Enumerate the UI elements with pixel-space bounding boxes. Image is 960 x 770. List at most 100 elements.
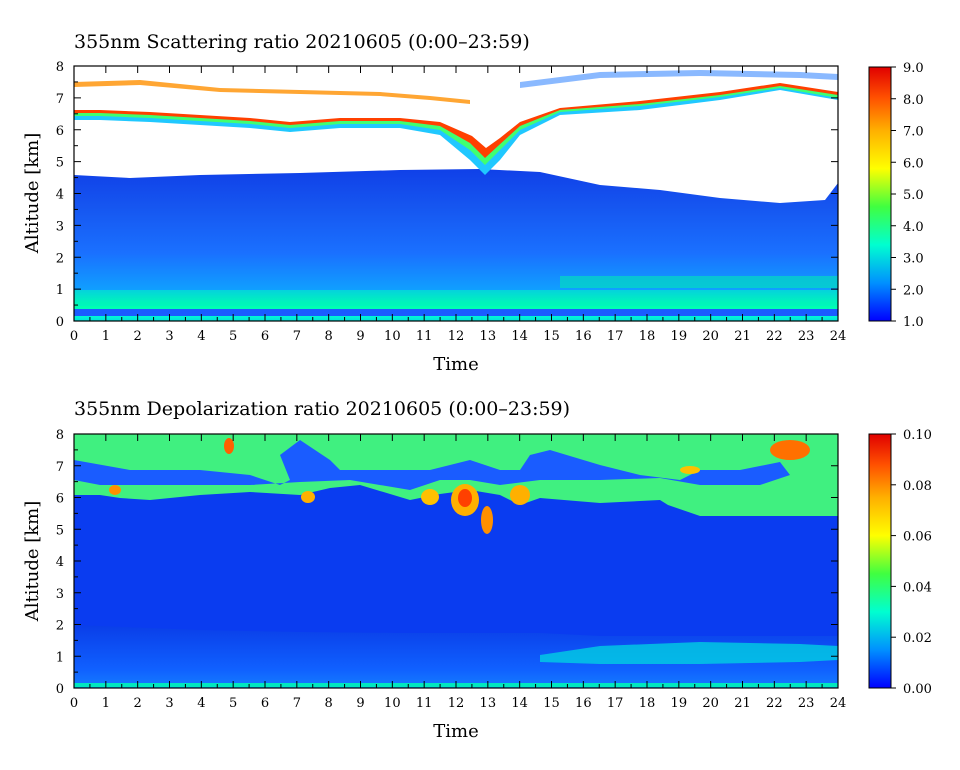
aerosol-depol-band: [540, 642, 838, 664]
x-tick-label: 12: [448, 329, 465, 344]
panel2-axes: 0 1 2 3 4 5 6 7 8 9 10 11 12 13 14 15 16 17 18 19 20 21 22 23 24…: [56, 428, 847, 711]
x-tick-label: 11: [416, 329, 433, 344]
x-tick-label: 3: [165, 329, 173, 344]
x-tick-label: 6: [261, 329, 269, 344]
x-tick-label: 22: [766, 329, 783, 344]
y-tick-label: 3: [56, 219, 64, 234]
x-tick-label: 22: [766, 696, 783, 711]
x-tick-label: 24: [830, 696, 847, 711]
panel1-xlabel: Time: [433, 354, 478, 375]
panel1-colorbar: [868, 66, 892, 322]
x-tick-label: 16: [575, 329, 592, 344]
x-tick-label: 13: [480, 696, 497, 711]
y-tick-label: 8: [56, 428, 64, 443]
depol-hotspot-9: [680, 466, 700, 474]
x-tick-label: 10: [384, 329, 401, 344]
x-tick-label: 21: [734, 329, 751, 344]
colorbar-label: 3.0: [903, 252, 924, 267]
x-tick-label: 20: [702, 329, 719, 344]
cloud-gap-region: [520, 70, 838, 88]
y-tick-label: 1: [56, 650, 64, 665]
y-tick-label: 6: [56, 492, 64, 507]
y-tick-label: 5: [56, 156, 64, 171]
x-tick-label: 4: [197, 329, 205, 344]
x-tick-label: 14: [511, 329, 528, 344]
x-tick-label: 7: [293, 329, 301, 344]
colorbar-label: 4.0: [903, 220, 924, 235]
x-tick-label: 2: [134, 696, 142, 711]
x-tick-label: 5: [229, 696, 237, 711]
depol-hotspot-8: [770, 440, 810, 460]
depol-hotspot-5: [301, 491, 315, 503]
x-tick-label: 6: [261, 696, 269, 711]
depol-hotspot-core-1: [458, 489, 472, 507]
depol-hotspot-6: [109, 485, 121, 495]
colorbar-label: 0.08: [903, 479, 932, 494]
x-tick-label: 23: [798, 696, 815, 711]
panel2-xlabel: Time: [433, 721, 478, 742]
panel2-colorbar-labels: 0.00 0.02 0.04 0.06 0.08 0.10: [891, 428, 932, 697]
x-tick-label: 14: [511, 696, 528, 711]
panel1-colorbar-labels: 1.0 2.0 3.0 4.0 5.0 6.0 7.0 8.0 9.0: [891, 61, 924, 330]
x-tick-label: 23: [798, 329, 815, 344]
x-tick-label: 16: [575, 696, 592, 711]
x-tick-label: 19: [671, 329, 688, 344]
y-tick-label: 3: [56, 587, 64, 602]
x-tick-label: 24: [830, 329, 847, 344]
y-tick-label: 2: [56, 619, 64, 634]
colorbar-label: 5.0: [903, 188, 924, 203]
surface-layer: [74, 309, 838, 316]
y-tick-label: 7: [56, 460, 64, 475]
x-tick-label: 17: [607, 696, 624, 711]
x-tick-label: 4: [197, 696, 205, 711]
colorbar-label: 0.04: [903, 580, 932, 595]
x-tick-label: 15: [543, 329, 560, 344]
x-tick-label: 2: [134, 329, 142, 344]
aerosol-layer-low: [74, 290, 838, 306]
x-tick-label: 18: [639, 329, 656, 344]
y-tick-label: 4: [56, 188, 64, 203]
x-tick-label: 0: [70, 696, 78, 711]
x-tick-label: 0: [70, 329, 78, 344]
y-tick-label: 1: [56, 283, 64, 298]
colorbar-label: 0.02: [903, 631, 932, 646]
colorbar-label: 1.0: [903, 315, 924, 330]
y-tick-label: 0: [56, 315, 64, 330]
depol-hotspot-2: [510, 485, 530, 505]
x-tick-label: 11: [416, 696, 433, 711]
x-tick-label: 17: [607, 329, 624, 344]
x-tick-label: 5: [229, 329, 237, 344]
x-tick-label: 8: [325, 329, 333, 344]
x-tick-label: 1: [102, 329, 110, 344]
panel1-title: 355nm Scattering ratio 20210605 (0:00–23…: [74, 31, 530, 53]
x-tick-label: 7: [293, 696, 301, 711]
colorbar-label: 6.0: [903, 156, 924, 171]
scattering-heatmap: [74, 66, 838, 321]
y-tick-label: 5: [56, 523, 64, 538]
y-tick-label: 4: [56, 555, 64, 570]
panel1-ylabel: Altitude [km]: [22, 133, 43, 255]
x-tick-label: 19: [671, 696, 688, 711]
x-tick-label: 1: [102, 696, 110, 711]
colorbar-label: 7.0: [903, 125, 924, 140]
panel2-title: 355nm Depolarization ratio 20210605 (0:0…: [74, 398, 570, 420]
depolarization-heatmap: [74, 434, 838, 688]
depol-hotspot-4: [481, 506, 493, 534]
cloud-blue-pockets: [74, 440, 790, 490]
x-tick-label: 20: [702, 696, 719, 711]
x-tick-label: 18: [639, 696, 656, 711]
x-tick-label: 9: [356, 329, 364, 344]
y-tick-label: 7: [56, 92, 64, 107]
colorbar-label: 2.0: [903, 283, 924, 298]
panel2-colorbar: [868, 433, 892, 689]
colorbar-label: 0.06: [903, 530, 932, 545]
depol-hotspot-7: [224, 438, 234, 454]
x-tick-label: 15: [543, 696, 560, 711]
cloud-core: [74, 66, 838, 148]
y-tick-label: 6: [56, 124, 64, 139]
colorbar-label: 9.0: [903, 61, 924, 76]
x-tick-label: 21: [734, 696, 751, 711]
x-tick-label: 13: [480, 329, 497, 344]
panel2-ylabel: Altitude [km]: [22, 501, 43, 623]
